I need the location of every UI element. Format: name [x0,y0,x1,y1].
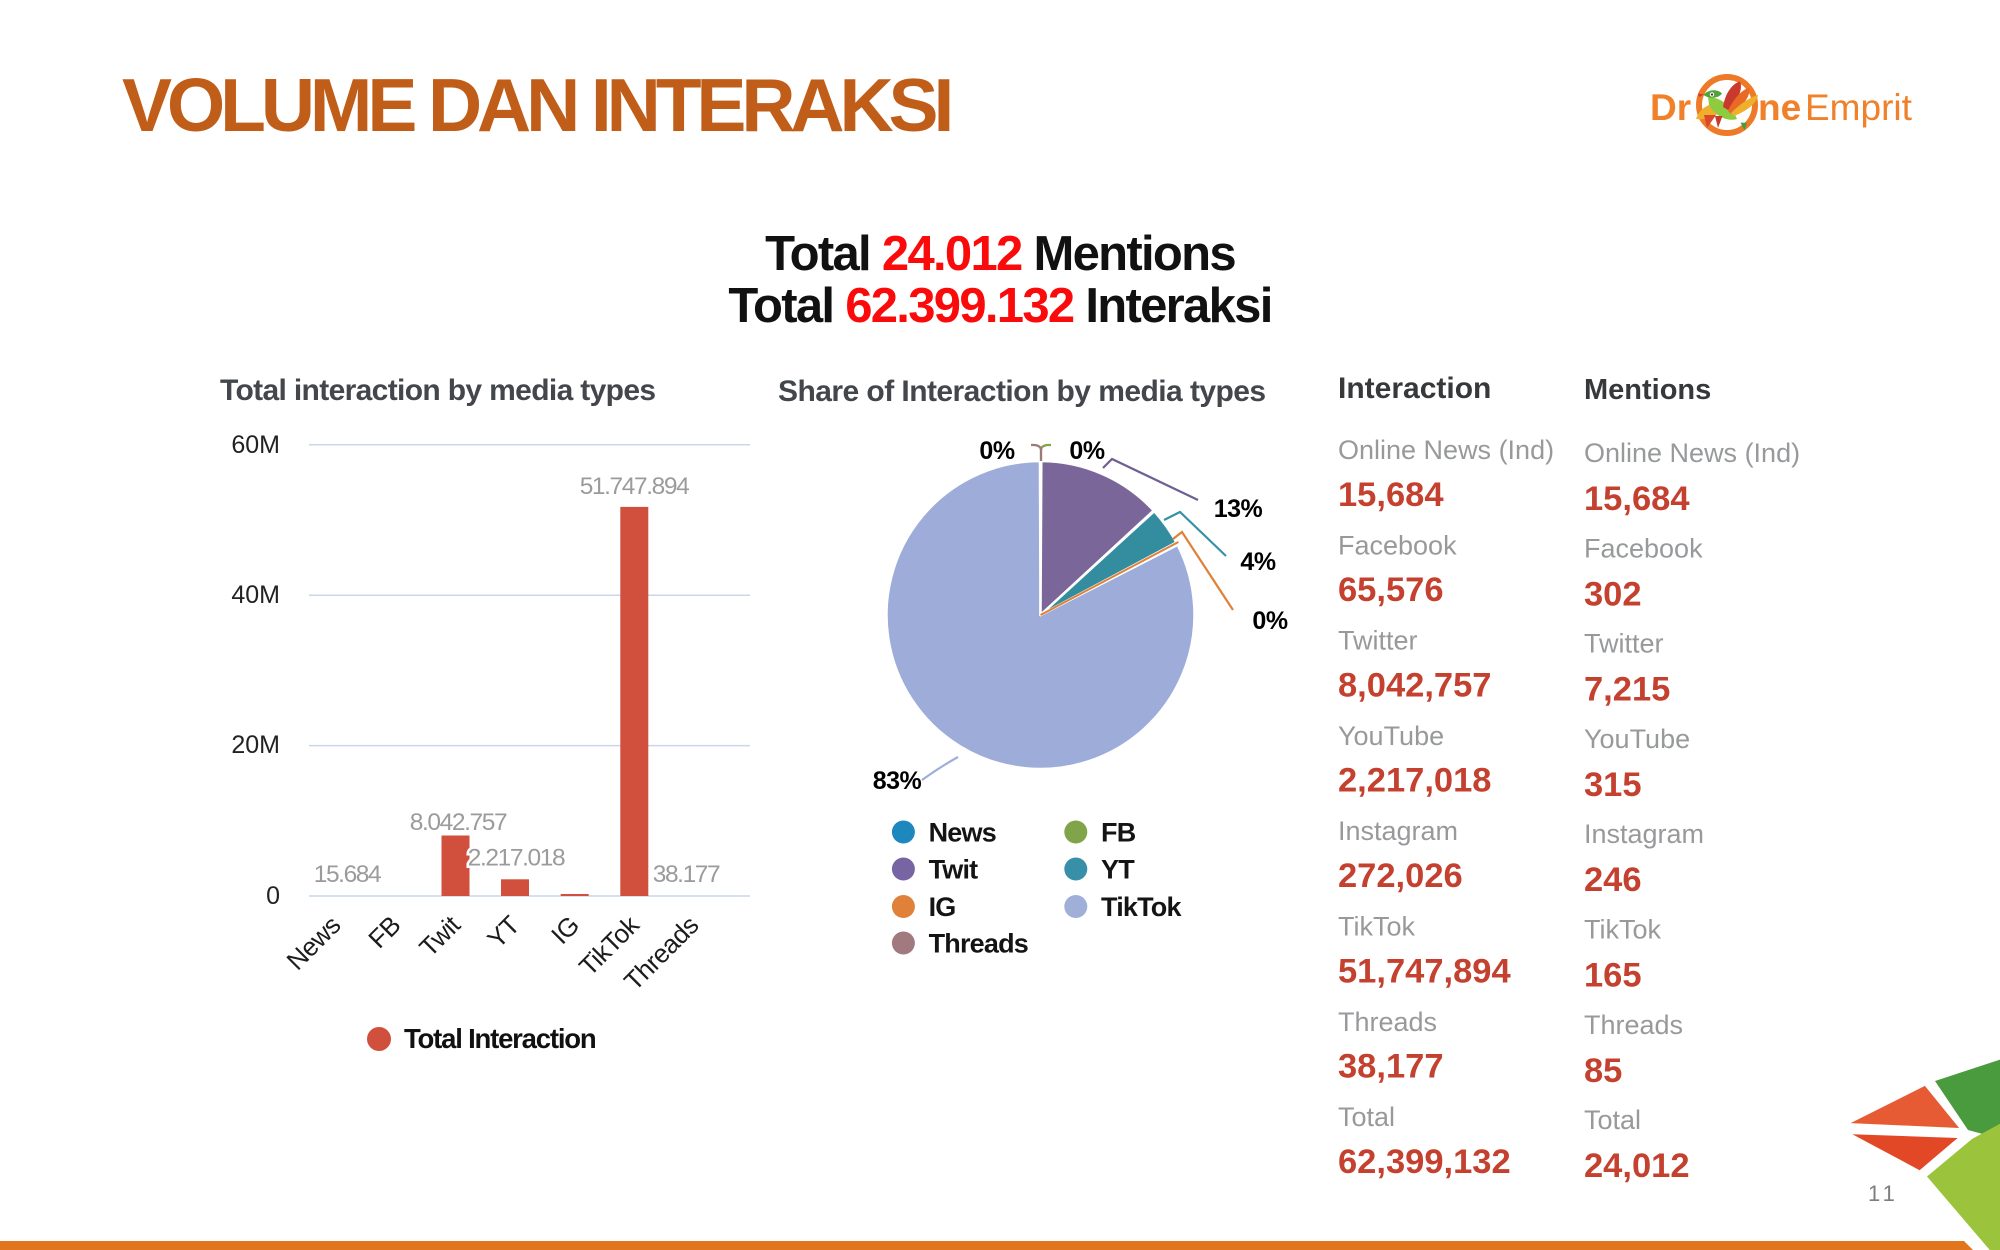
svg-text:65,576: 65,576 [1338,571,1444,609]
svg-text:YT: YT [481,910,525,954]
svg-text:Instagram: Instagram [1584,819,1704,849]
svg-text:8,042,757: 8,042,757 [1338,666,1491,704]
svg-text:24,012: 24,012 [1584,1147,1690,1185]
svg-text:Threads: Threads [1584,1010,1683,1040]
svg-text:51.747.894: 51.747.894 [580,473,689,500]
svg-text:Online News (Ind): Online News (Ind) [1338,435,1554,465]
svg-text:0%: 0% [979,437,1014,465]
svg-text:Mentions: Mentions [1584,374,1711,406]
svg-text:Total: Total [1338,1102,1395,1132]
svg-text:246: 246 [1584,861,1642,899]
svg-text:News: News [280,910,346,976]
svg-text:YouTube: YouTube [1584,724,1690,754]
svg-text:FB: FB [1101,818,1136,848]
svg-text:TikTok: TikTok [1101,892,1183,922]
svg-text:51,747,894: 51,747,894 [1338,952,1511,990]
svg-text:Facebook: Facebook [1338,530,1457,560]
svg-text:7,215: 7,215 [1584,671,1670,709]
svg-text:60M: 60M [231,431,280,459]
svg-text:40M: 40M [231,581,280,609]
svg-text:15,684: 15,684 [1584,480,1690,518]
svg-text:YouTube: YouTube [1338,721,1444,751]
svg-text:Interaction: Interaction [1338,372,1491,405]
svg-text:15.684: 15.684 [314,861,381,888]
svg-text:20M: 20M [231,731,280,759]
svg-text:Twit: Twit [929,855,979,885]
svg-text:Total interaction by media typ: Total interaction by media types [220,374,655,407]
svg-text:8.042.757: 8.042.757 [410,809,507,836]
svg-text:Dr: Dr [1650,87,1691,128]
svg-text:Twitter: Twitter [1584,629,1664,659]
svg-text:Facebook: Facebook [1584,533,1703,563]
svg-text:YT: YT [1101,855,1135,885]
svg-text:IG: IG [545,910,585,950]
svg-text:38,177: 38,177 [1338,1048,1444,1086]
svg-text:0%: 0% [1252,607,1287,635]
svg-text:272,026: 272,026 [1338,857,1463,895]
svg-text:ne: ne [1758,87,1801,128]
svg-text:FB: FB [362,910,406,954]
svg-text:38.177: 38.177 [653,861,720,888]
svg-text:Total Interaction: Total Interaction [404,1023,596,1054]
svg-text:Twitter: Twitter [1338,626,1418,656]
svg-text:TikTok: TikTok [1584,915,1662,945]
svg-text:Share of Interaction by media: Share of Interaction by media types [778,375,1266,408]
svg-text:Emprit: Emprit [1805,87,1913,128]
svg-text:165: 165 [1584,957,1642,995]
svg-text:Threads: Threads [1338,1007,1437,1037]
svg-text:62,399,132: 62,399,132 [1338,1143,1511,1181]
svg-text:IG: IG [929,892,956,922]
svg-text:Instagram: Instagram [1338,816,1458,846]
svg-text:83%: 83% [873,767,922,795]
svg-text:15,684: 15,684 [1338,476,1444,514]
svg-text:85: 85 [1584,1052,1622,1090]
svg-text:2.217.018: 2.217.018 [468,845,565,872]
svg-text:2,217,018: 2,217,018 [1338,762,1491,800]
svg-text:Twit: Twit [413,909,466,962]
svg-text:Total: Total [1584,1105,1641,1135]
svg-text:302: 302 [1584,575,1642,613]
svg-text:Online News (Ind): Online News (Ind) [1584,438,1800,468]
svg-text:Threads: Threads [929,929,1028,959]
svg-text:4%: 4% [1240,548,1275,576]
svg-text:News: News [929,818,996,848]
svg-text:13%: 13% [1214,495,1263,523]
svg-text:315: 315 [1584,766,1642,804]
svg-text:0%: 0% [1069,437,1104,465]
svg-text:TikTok: TikTok [1338,912,1416,942]
svg-text:0: 0 [266,882,280,910]
